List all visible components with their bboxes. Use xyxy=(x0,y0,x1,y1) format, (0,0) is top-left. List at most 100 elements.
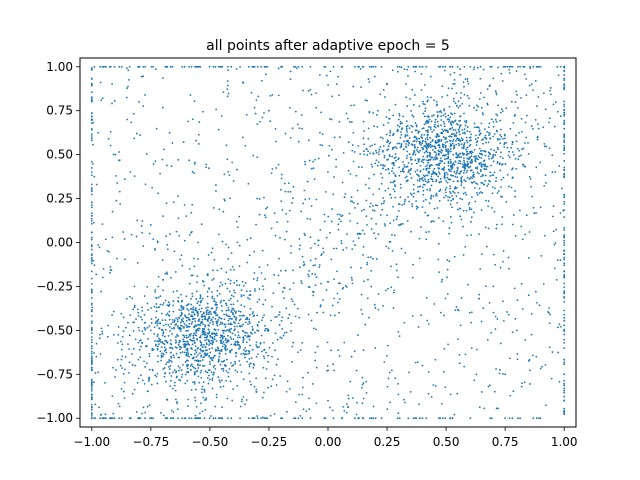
data-point xyxy=(449,393,452,396)
data-point xyxy=(242,396,245,398)
data-point xyxy=(563,379,566,382)
data-point xyxy=(392,133,395,136)
data-point xyxy=(448,232,451,235)
data-point xyxy=(198,327,201,330)
data-point xyxy=(137,326,140,329)
data-point xyxy=(322,247,324,250)
data-point xyxy=(417,160,420,163)
data-point xyxy=(368,81,371,83)
data-point xyxy=(175,352,178,355)
data-point xyxy=(563,148,566,151)
data-point xyxy=(458,144,461,147)
data-point xyxy=(148,368,151,371)
data-point xyxy=(262,288,265,291)
data-point xyxy=(150,322,153,324)
data-point xyxy=(501,157,504,160)
data-point xyxy=(447,160,450,163)
data-point xyxy=(383,165,386,167)
data-point xyxy=(165,202,168,205)
data-point xyxy=(429,159,432,161)
data-point xyxy=(563,384,566,387)
data-point xyxy=(399,196,402,199)
x-tick-label: 0.00 xyxy=(315,435,342,449)
data-point xyxy=(422,147,425,150)
data-point xyxy=(436,103,439,106)
data-point xyxy=(195,139,197,142)
data-point xyxy=(501,110,504,112)
data-point xyxy=(117,402,120,405)
data-point xyxy=(376,204,379,207)
data-point xyxy=(529,65,532,68)
data-point xyxy=(449,192,452,195)
data-point xyxy=(246,336,249,338)
data-point xyxy=(470,311,473,314)
data-point xyxy=(469,169,472,172)
data-point xyxy=(438,65,440,68)
data-point xyxy=(348,121,351,123)
data-point xyxy=(468,97,470,100)
data-point xyxy=(208,355,211,358)
data-point xyxy=(201,327,204,330)
data-point xyxy=(407,141,410,144)
data-point xyxy=(337,301,339,304)
data-point xyxy=(90,277,93,280)
data-point xyxy=(163,148,165,151)
data-point xyxy=(563,399,566,402)
data-point xyxy=(563,160,566,162)
data-point xyxy=(191,321,194,323)
data-point xyxy=(224,323,227,326)
data-point xyxy=(396,417,399,420)
data-point xyxy=(473,155,476,158)
data-point xyxy=(405,125,408,128)
data-point xyxy=(90,245,93,248)
data-point xyxy=(431,173,434,175)
data-point xyxy=(333,278,336,281)
data-point xyxy=(421,147,423,149)
data-point xyxy=(123,381,126,384)
data-point xyxy=(233,289,236,292)
data-point xyxy=(409,192,412,195)
data-point xyxy=(460,143,463,146)
data-point xyxy=(90,417,93,420)
data-point xyxy=(456,308,459,311)
data-point xyxy=(445,153,447,156)
data-point xyxy=(90,303,93,306)
data-point xyxy=(181,363,184,366)
data-point xyxy=(344,193,347,195)
data-point xyxy=(300,280,303,282)
data-point xyxy=(478,127,480,129)
data-point xyxy=(386,344,389,347)
data-point xyxy=(490,331,493,334)
data-point xyxy=(545,181,547,184)
data-point xyxy=(400,186,402,189)
data-point xyxy=(90,67,93,69)
data-point xyxy=(522,147,525,150)
data-point xyxy=(90,160,93,163)
data-point xyxy=(387,121,390,124)
data-point xyxy=(151,186,154,189)
data-point xyxy=(285,307,288,310)
data-point xyxy=(356,202,359,205)
data-point xyxy=(219,281,222,284)
data-point xyxy=(452,198,455,201)
data-point xyxy=(389,141,392,144)
data-point xyxy=(206,349,208,352)
data-point xyxy=(209,334,211,337)
data-point xyxy=(157,340,160,343)
data-point xyxy=(416,169,419,171)
data-point xyxy=(145,362,148,365)
data-point xyxy=(157,296,160,299)
data-point xyxy=(99,414,102,416)
data-point xyxy=(433,99,435,102)
data-point xyxy=(563,276,566,279)
data-point xyxy=(380,202,383,205)
data-point xyxy=(199,65,202,68)
data-point xyxy=(469,417,472,420)
data-point xyxy=(210,339,213,342)
data-point xyxy=(398,166,400,169)
data-point xyxy=(148,376,151,379)
data-point xyxy=(394,196,397,199)
data-point xyxy=(132,308,135,311)
data-point xyxy=(250,383,253,386)
data-point xyxy=(530,333,533,336)
